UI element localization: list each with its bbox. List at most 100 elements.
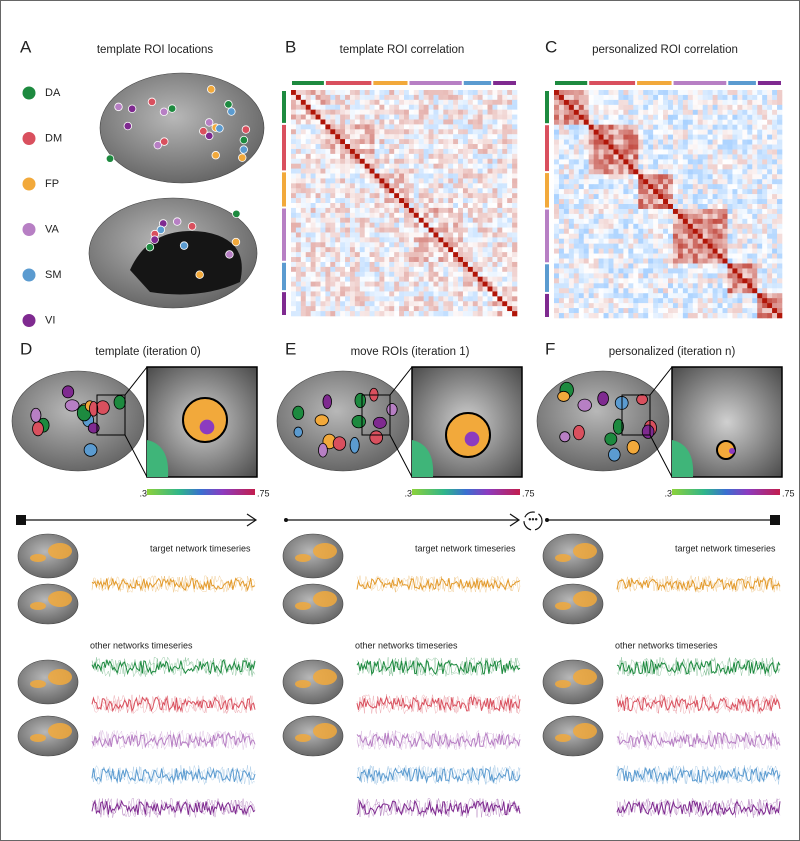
matrix-cell [732,159,738,165]
matrix-cell [707,298,713,304]
matrix-cell [335,227,341,233]
matrix-cell [658,119,664,125]
matrix-cell [335,281,341,287]
matrix-cell [697,228,703,235]
matrix-cell [458,119,464,125]
matrix-cell [345,94,351,101]
matrix-cell [512,217,518,223]
matrix-cell [428,232,434,238]
matrix-cell [573,169,580,175]
matrix-cell [404,237,410,243]
matrix-cell [315,144,321,150]
matrix-cell [345,301,351,307]
matrix-cell [722,164,728,170]
matrix-cell [628,179,634,185]
matrix-cell [707,169,713,175]
matrix-cell [593,129,599,135]
matrix-cell [568,174,575,180]
matrix-cell [349,266,356,273]
matrix-cell [598,114,604,121]
matrix-cell [618,263,624,269]
roi-marker [145,243,155,252]
matrix-cell [618,228,624,235]
matrix-cell [732,90,738,96]
matrix-cell [573,144,580,150]
matrix-cell [354,139,361,145]
matrix-cell [315,114,321,120]
matrix-cell [300,266,307,273]
matrix-cell [747,208,753,215]
matrix-cell [330,266,336,273]
matrix-cell [707,204,713,210]
matrix-cell [418,296,424,302]
matrix-cell [767,243,773,249]
matrix-cell [300,198,307,204]
matrix-cell [568,228,575,235]
matrix-cell [633,248,639,254]
matrix-cell [687,278,694,284]
target-label: target network timeseries [675,543,776,553]
matrix-cell [554,303,560,309]
matrix-cell [672,194,679,200]
matrix-cell [315,311,321,317]
matrix-cell [563,283,570,289]
matrix-cell [767,313,773,319]
matrix-cell [623,179,629,185]
matrix-cell [394,296,400,302]
matrix-cell [554,194,560,200]
matrix-cell [613,194,619,200]
matrix-cell [349,139,356,145]
matrix-cell [394,178,400,184]
matrix-cell [482,119,488,125]
matrix-cell [762,139,768,145]
matrix-cell [677,278,684,284]
matrix-cell [295,188,302,194]
matrix-cell [359,173,365,179]
matrix-cell [418,266,424,273]
matrix-cell [330,212,336,219]
matrix-cell [613,114,619,121]
matrix-cell [653,129,659,135]
matrix-cell [777,303,783,309]
matrix-cell [772,303,778,309]
matrix-cell [384,134,390,140]
matrix-cell [663,313,669,319]
matrix-cell [658,184,664,190]
matrix-cell [658,303,664,309]
matrix-cell [732,164,738,170]
matrix-cell [578,104,585,111]
matrix-cell [330,173,336,179]
matrix-cell [408,242,415,248]
matrix-cell [593,298,599,304]
matrix-cell [702,218,708,225]
matrix-cell [345,261,351,268]
matrix-cell [583,298,589,304]
matrix-cell [772,208,778,215]
matrix-cell [752,129,758,135]
matrix-cell [593,174,599,180]
matrix-cell [453,139,459,145]
matrix-cell [438,311,444,317]
timeseries-line [616,729,781,750]
matrix-cell [767,228,773,235]
roi-marker [147,97,157,107]
matrix-cell [325,183,331,189]
matrix-cell [305,148,311,155]
matrix-cell [628,199,634,205]
matrix-cell [438,148,444,155]
matrix-cell [423,99,429,106]
matrix-cell [752,114,758,121]
matrix-cell [369,158,375,164]
matrix-cell [359,276,365,282]
matrix-cell [448,232,454,238]
matrix-cell [438,281,444,287]
matrix-cell [603,189,609,195]
matrix-cell [687,288,694,294]
matrix-cell [638,208,644,215]
matrix-cell [458,94,464,101]
roi-marker [227,107,236,116]
matrix-cell [568,258,575,264]
matrix-cell [467,242,474,248]
matrix-cell [588,308,594,314]
matrix-cell [472,296,478,302]
